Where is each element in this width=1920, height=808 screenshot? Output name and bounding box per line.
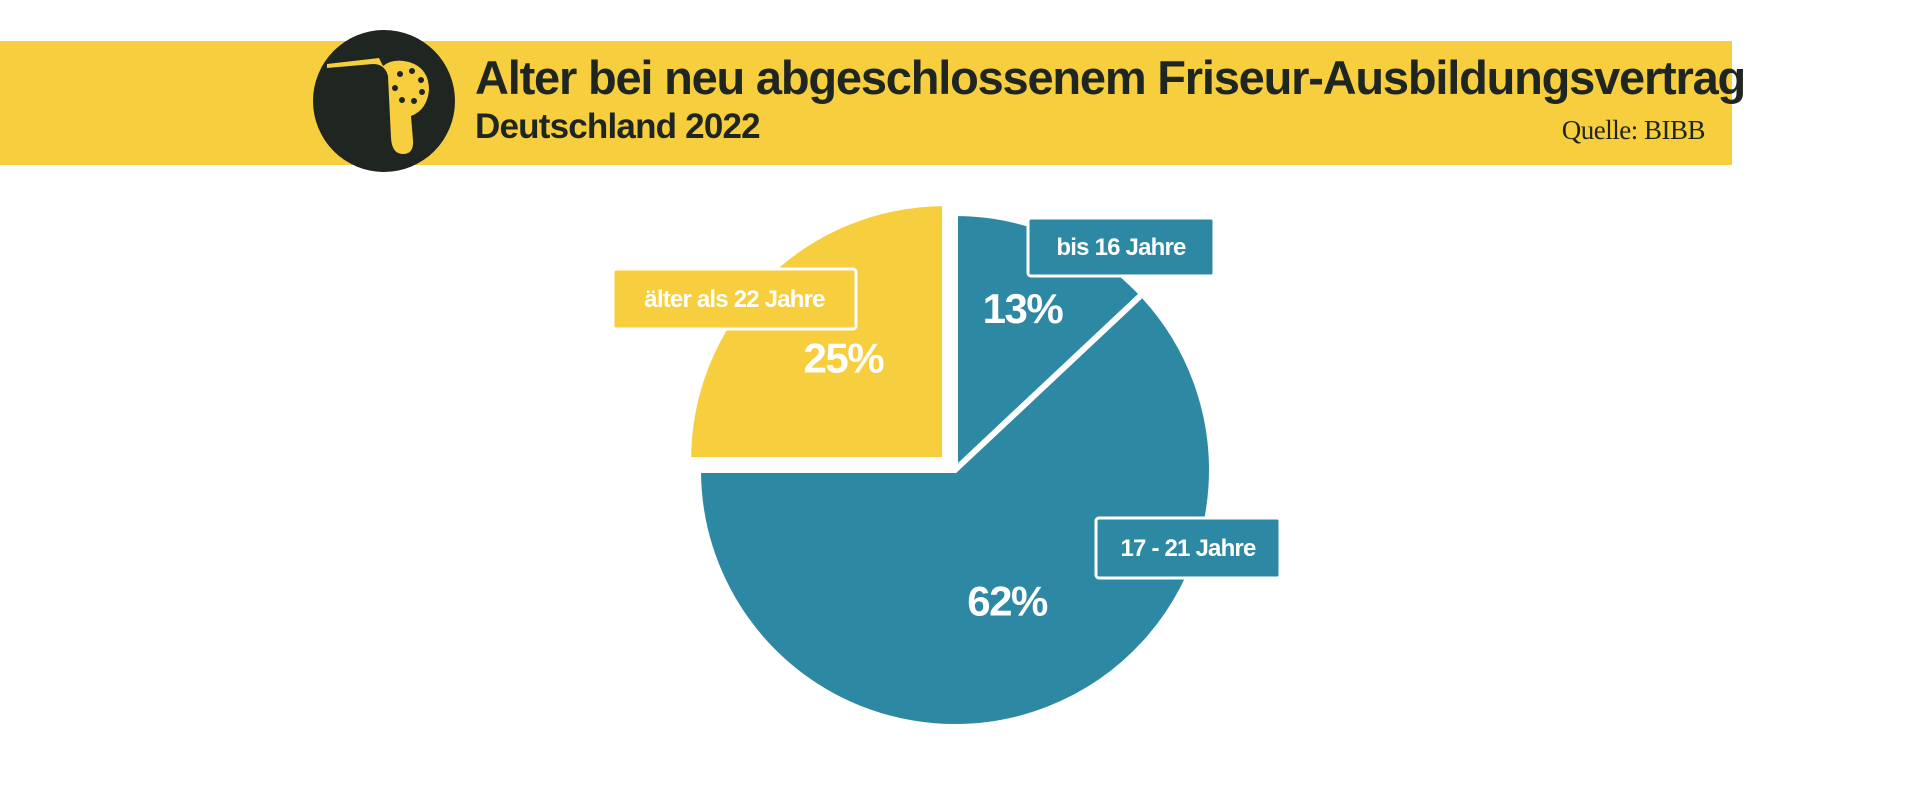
legend-callout: bis 16 Jahre bbox=[1026, 216, 1216, 278]
slice-value-label: 62% bbox=[967, 577, 1048, 624]
callout-box bbox=[611, 267, 858, 331]
pie-slice bbox=[694, 289, 1215, 730]
legend-callout: 17 - 21 Jahre bbox=[1094, 516, 1282, 580]
slice-category-label: bis 16 Jahre bbox=[1056, 234, 1186, 261]
legend-callout: älter als 22 Jahre bbox=[611, 267, 858, 331]
slice-value-label: 25% bbox=[804, 334, 885, 381]
slice-value-label: 13% bbox=[983, 285, 1064, 332]
source-note: Quelle: BIBB bbox=[1561, 115, 1706, 145]
chart-subtitle: Deutschland 2022 bbox=[475, 107, 761, 146]
slice-category-label: älter als 22 Jahre bbox=[644, 286, 825, 313]
hair-dryer-icon bbox=[313, 30, 455, 172]
chart-title: Alter bei neu abgeschlossenem Friseur-Au… bbox=[475, 51, 1746, 104]
pie-slice bbox=[685, 200, 949, 464]
title-banner bbox=[0, 41, 1732, 165]
callout-box bbox=[1026, 216, 1216, 278]
callout-box bbox=[1094, 516, 1282, 580]
slice-category-label: 17 - 21 Jahre bbox=[1120, 535, 1255, 562]
